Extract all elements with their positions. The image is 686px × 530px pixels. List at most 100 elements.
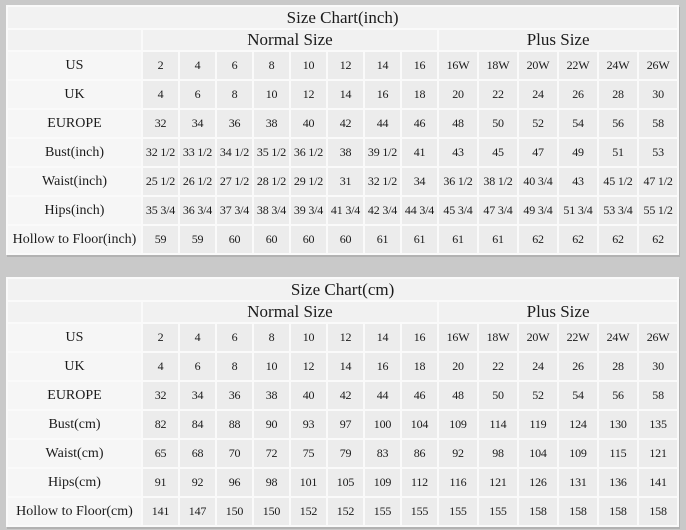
row-label: UK (8, 353, 141, 380)
value-cell: 38 (254, 382, 289, 409)
value-cell: 30 (639, 81, 678, 108)
value-cell: 98 (254, 469, 289, 496)
value-cell: 126 (519, 469, 557, 496)
value-cell: 34 (180, 382, 215, 409)
value-cell: 58 (639, 382, 678, 409)
value-cell: 44 (365, 110, 400, 137)
value-cell: 147 (180, 498, 215, 525)
value-cell: 22W (559, 324, 597, 351)
value-cell: 61 (439, 226, 477, 253)
value-cell: 40 (291, 110, 326, 137)
value-cell: 36 1/2 (291, 139, 326, 166)
value-cell: 38 1/2 (479, 168, 517, 195)
value-cell: 54 (559, 110, 597, 137)
value-cell: 50 (479, 110, 517, 137)
value-cell: 59 (143, 226, 178, 253)
value-cell: 41 (402, 139, 437, 166)
value-cell: 59 (180, 226, 215, 253)
value-cell: 55 1/2 (639, 197, 678, 224)
value-cell: 155 (365, 498, 400, 525)
value-cell: 16W (439, 324, 477, 351)
value-cell: 51 3/4 (559, 197, 597, 224)
value-cell: 44 3/4 (402, 197, 437, 224)
value-cell: 90 (254, 411, 289, 438)
value-cell: 38 (328, 139, 363, 166)
value-cell: 109 (365, 469, 400, 496)
value-cell: 24 (519, 353, 557, 380)
value-cell: 12 (291, 353, 326, 380)
value-cell: 26 (559, 353, 597, 380)
value-cell: 62 (599, 226, 637, 253)
row-label: Hollow to Floor(inch) (8, 226, 141, 253)
value-cell: 10 (291, 324, 326, 351)
table-row: US 2 4 6 8 10 12 14 16 16W 18W 20W 22W 24W 26W (8, 52, 678, 79)
value-cell: 52 (519, 110, 557, 137)
value-cell: 75 (291, 440, 326, 467)
table-row: UK 4 6 8 10 12 14 16 18 20 22 24 26 28 30 (8, 81, 678, 108)
table-row: Bust(cm) 82 84 88 90 93 97 100 104 109 114 119 124 13… (8, 411, 678, 438)
value-cell: 8 (217, 353, 252, 380)
value-cell: 28 1/2 (254, 168, 289, 195)
value-cell: 61 (479, 226, 517, 253)
value-cell: 130 (599, 411, 637, 438)
value-cell: 131 (559, 469, 597, 496)
row-label: Hips(inch) (8, 197, 141, 224)
value-cell: 155 (402, 498, 437, 525)
row-label: Waist(cm) (8, 440, 141, 467)
row-label: Hollow to Floor(cm) (8, 498, 141, 525)
value-cell: 60 (217, 226, 252, 253)
value-cell: 33 1/2 (180, 139, 215, 166)
value-cell: 41 3/4 (328, 197, 363, 224)
value-cell: 53 3/4 (599, 197, 637, 224)
row-label: Bust(inch) (8, 139, 141, 166)
value-cell: 158 (519, 498, 557, 525)
value-cell: 88 (217, 411, 252, 438)
table-title: Size Chart(inch) (8, 7, 678, 28)
value-cell: 56 (599, 110, 637, 137)
value-cell: 121 (479, 469, 517, 496)
value-cell: 124 (559, 411, 597, 438)
value-cell: 42 3/4 (365, 197, 400, 224)
value-cell: 2 (143, 324, 178, 351)
value-cell: 34 (402, 168, 437, 195)
value-cell: 18 (402, 353, 437, 380)
value-cell: 6 (180, 81, 215, 108)
value-cell: 47 3/4 (479, 197, 517, 224)
value-cell: 79 (328, 440, 363, 467)
table-row: Hollow to Floor(cm) 141 147 150 150 152 152 155… (8, 498, 678, 525)
value-cell: 114 (479, 411, 517, 438)
value-cell: 36 (217, 382, 252, 409)
value-cell: 61 (402, 226, 437, 253)
value-cell: 60 (291, 226, 326, 253)
value-cell: 10 (254, 353, 289, 380)
value-cell: 105 (328, 469, 363, 496)
value-cell: 152 (291, 498, 326, 525)
value-cell: 26 1/2 (180, 168, 215, 195)
value-cell: 36 (217, 110, 252, 137)
value-cell: 135 (639, 411, 678, 438)
value-cell: 24 (519, 81, 557, 108)
table-row: EUROPE 32 34 36 38 40 42 44 46 48 50 52 54 56 58 (8, 110, 678, 137)
value-cell: 49 3/4 (519, 197, 557, 224)
value-cell: 152 (328, 498, 363, 525)
value-cell: 49 (559, 139, 597, 166)
value-cell: 100 (365, 411, 400, 438)
value-cell: 155 (439, 498, 477, 525)
table-title-row: Size Chart(inch) (8, 7, 678, 28)
value-cell: 83 (365, 440, 400, 467)
table-row: US 2 4 6 8 10 12 14 16 16W 18W 20W 22W 24W 26W (8, 324, 678, 351)
value-cell: 8 (254, 52, 289, 79)
value-cell: 62 (559, 226, 597, 253)
value-cell: 39 3/4 (291, 197, 326, 224)
value-cell: 58 (639, 110, 678, 137)
value-cell: 65 (143, 440, 178, 467)
value-cell: 70 (217, 440, 252, 467)
value-cell: 52 (519, 382, 557, 409)
value-cell: 16 (402, 324, 437, 351)
value-cell: 43 (439, 139, 477, 166)
value-cell: 26W (639, 52, 678, 79)
value-cell: 115 (599, 440, 637, 467)
value-cell: 38 3/4 (254, 197, 289, 224)
value-cell: 16 (402, 52, 437, 79)
value-cell: 10 (254, 81, 289, 108)
